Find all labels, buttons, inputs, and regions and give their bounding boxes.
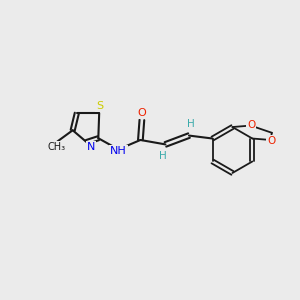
Text: NH: NH — [110, 146, 127, 156]
Text: O: O — [137, 109, 146, 118]
Text: N: N — [87, 142, 95, 152]
Text: H: H — [188, 119, 195, 129]
Text: S: S — [96, 101, 103, 111]
Text: O: O — [267, 136, 275, 146]
Text: H: H — [159, 151, 167, 160]
Text: CH₃: CH₃ — [48, 142, 66, 152]
Text: O: O — [247, 120, 255, 130]
